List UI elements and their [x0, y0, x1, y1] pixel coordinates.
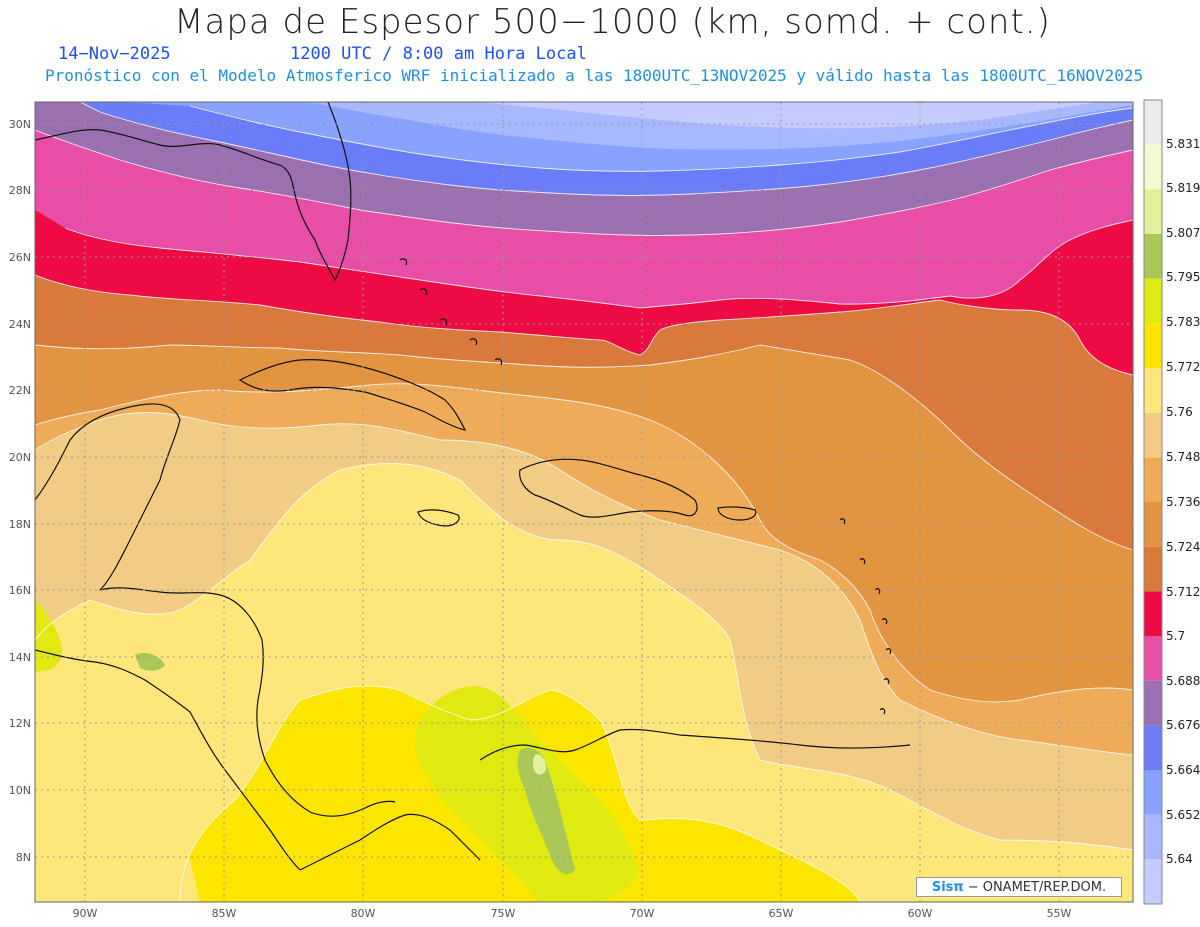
colorbar-label: 5.664 [1166, 763, 1200, 777]
contour-lines [35, 102, 1133, 902]
lat-label: 28N [9, 184, 31, 197]
colorbar-swatch [1144, 636, 1162, 681]
colorbar-swatches [1143, 99, 1163, 905]
colorbar-label: 5.736 [1166, 495, 1200, 509]
lon-label: 55W [1047, 907, 1072, 920]
colorbar-swatch [1144, 234, 1162, 279]
band-5772-west [35, 751, 200, 902]
credit-org: − ONAMET/REP.DOM. [967, 879, 1107, 895]
colorbar-swatch [1144, 725, 1162, 770]
colorbar-label: 5.688 [1166, 674, 1200, 688]
lat-label: 10N [9, 784, 31, 797]
map-title: Mapa de Espesor 500−1000 (km, somd. + co… [174, 2, 1051, 42]
lon-axis: 90W 85W 80W 75W 70W 65W 60W 55W [73, 907, 1072, 920]
colorbar-label: 5.807 [1166, 226, 1200, 240]
colorbar-swatch [1144, 814, 1162, 860]
forecast-date: 14−Nov−2025 [58, 44, 171, 64]
lat-label: 14N [9, 651, 31, 664]
colorbar-label: 5.712 [1166, 585, 1200, 599]
colorbar-swatch [1144, 457, 1162, 502]
colorbar-swatch [1144, 859, 1162, 904]
lat-label: 22N [9, 384, 31, 397]
plot-frame [34, 101, 1134, 903]
colorbar-label: 5.819 [1166, 181, 1200, 195]
lon-label: 65W [769, 907, 794, 920]
band-5795-west [35, 600, 62, 672]
colorbar-label: 5.76 [1166, 405, 1193, 419]
lat-label: 26N [9, 251, 31, 264]
colorbar-labels: 5.64 5.652 5.664 5.676 5.688 5.7 5.712 5… [1166, 137, 1200, 866]
lat-label: 24N [9, 318, 31, 331]
lon-label: 80W [351, 907, 376, 920]
colorbar: 5.64 5.652 5.664 5.676 5.688 5.7 5.712 5… [1143, 99, 1200, 905]
lat-label: 16N [9, 584, 31, 597]
colorbar-label: 5.831 [1166, 137, 1200, 151]
band-5819-patch [532, 754, 547, 775]
lat-label: 18N [9, 518, 31, 531]
lon-label: 70W [630, 907, 655, 920]
colorbar-label: 5.783 [1166, 315, 1200, 329]
colorbar-swatch [1144, 189, 1162, 234]
lon-label: 90W [73, 907, 98, 920]
colorbar-swatch [1144, 412, 1162, 458]
lon-label: 75W [491, 907, 516, 920]
band-5807-patch [517, 748, 575, 875]
colorbar-swatch [1144, 502, 1162, 547]
colorbar-swatch [1144, 323, 1162, 368]
colorbar-swatch [1144, 546, 1162, 592]
colorbar-label: 5.795 [1166, 270, 1200, 284]
colorbar-label: 5.772 [1166, 360, 1200, 374]
colorbar-swatch [1144, 100, 1162, 145]
lon-label: 85W [212, 907, 237, 920]
colorbar-swatch [1144, 591, 1162, 636]
colorbar-label: 5.724 [1166, 540, 1200, 554]
forecast-time: 1200 UTC / 8:00 am Hora Local [290, 44, 587, 64]
lon-label: 60W [908, 907, 933, 920]
colorbar-label: 5.748 [1166, 450, 1200, 464]
band-5807-west [135, 653, 165, 671]
model-info: Pronóstico con el Modelo Atmosferico WRF… [45, 66, 1144, 85]
colorbar-label: 5.7 [1166, 629, 1185, 643]
colorbar-frame [1143, 99, 1163, 905]
graticule [35, 102, 1133, 902]
lat-label: 8N [16, 851, 31, 864]
lat-label: 30N [9, 118, 31, 131]
lat-label: 12N [9, 717, 31, 730]
colorbar-swatch [1144, 770, 1162, 815]
colorbar-label: 5.64 [1166, 852, 1193, 866]
colorbar-swatch [1144, 368, 1162, 413]
lat-axis: 30N 28N 26N 24N 22N 20N 18N 16N 14N 12N … [9, 118, 31, 864]
colorbar-swatch [1144, 680, 1162, 726]
colorbar-swatch [1144, 144, 1162, 190]
lat-label: 20N [9, 451, 31, 464]
thickness-fill [35, 102, 1133, 902]
colorbar-swatch [1144, 278, 1162, 324]
band-5640 [470, 102, 1100, 129]
colorbar-label: 5.676 [1166, 718, 1200, 732]
sispi-logo: Sisπ [931, 879, 964, 895]
credit-box: Sisπ − ONAMET/REP.DOM. [916, 877, 1122, 897]
colorbar-label: 5.652 [1166, 808, 1200, 822]
